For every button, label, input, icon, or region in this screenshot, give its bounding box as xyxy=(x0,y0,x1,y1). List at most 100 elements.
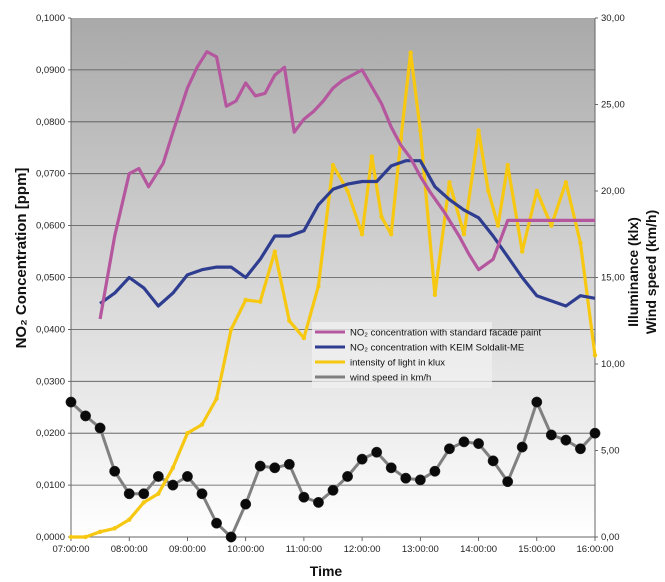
wind-point xyxy=(181,471,193,482)
right-tick-label: 0,00 xyxy=(601,532,620,543)
x-tick-label: 08:00:00 xyxy=(111,544,148,555)
light-point xyxy=(505,162,510,168)
series-line-2 xyxy=(71,50,597,539)
left-tick-label: 0,0400 xyxy=(36,324,65,335)
axes: 0,0000 0,0100 0,0200 0,0300 0,0400 0,0500 0,06… xyxy=(36,13,625,555)
light-point xyxy=(127,517,132,522)
wind-point xyxy=(211,517,223,529)
left-axis-title: NO₂ Concentration [ppm] xyxy=(13,168,30,349)
left-tick-label: 0,1000 xyxy=(36,13,65,24)
light-point xyxy=(330,162,336,168)
light-point xyxy=(199,422,205,427)
wind-point xyxy=(138,488,150,500)
legend-label: NO₂ concentration with KEIM Soldalit-ME xyxy=(350,343,524,354)
light-point xyxy=(520,249,525,254)
wind-point xyxy=(356,453,368,465)
x-tick-label: 16:00:00 xyxy=(577,544,614,555)
light-point xyxy=(272,249,277,254)
right-tick-label: 25,00 xyxy=(601,100,625,111)
x-tick-label: 15:00:00 xyxy=(518,544,555,555)
light-point xyxy=(495,223,501,228)
light-point xyxy=(97,529,103,535)
legend-label: NO₂ concentration with standard facade p… xyxy=(350,328,542,339)
right-tick-label: 5,00 xyxy=(601,446,620,457)
wind-point xyxy=(65,396,77,408)
wind-point xyxy=(371,446,383,458)
light-point xyxy=(316,283,321,289)
wind-point xyxy=(152,471,164,482)
x-tick-label: 07:00:00 xyxy=(53,544,90,555)
light-point xyxy=(476,128,481,133)
left-tick-label: 0,0500 xyxy=(36,273,65,284)
wind-point xyxy=(516,441,528,453)
light-point xyxy=(112,526,117,531)
left-tick-label: 0,0900 xyxy=(36,65,65,76)
wind-point xyxy=(502,476,514,488)
right-tick-label: 20,00 xyxy=(601,186,625,197)
light-point xyxy=(418,128,423,133)
light-point xyxy=(369,154,375,159)
x-tick-label: 12:00:00 xyxy=(344,544,381,555)
wind-point xyxy=(531,396,543,408)
legend-label: intensity of light in klux xyxy=(350,358,445,369)
light-point xyxy=(486,188,491,194)
x-tick-label: 13:00:00 xyxy=(402,544,439,555)
wind-point xyxy=(342,471,354,482)
wind-point xyxy=(560,434,572,446)
wind-point xyxy=(283,458,295,470)
light-point xyxy=(359,232,365,237)
light-point xyxy=(447,180,452,185)
wind-point xyxy=(254,460,266,472)
wind-point xyxy=(80,410,92,422)
right-tick-label: 15,00 xyxy=(601,273,625,284)
light-point xyxy=(228,327,234,332)
x-axis-title: Time xyxy=(310,563,343,579)
wind-point xyxy=(327,484,339,496)
series-layer xyxy=(65,50,601,543)
wind-point xyxy=(167,479,179,491)
wind-point xyxy=(94,422,106,434)
wind-point xyxy=(545,429,557,441)
wind-point xyxy=(487,455,499,467)
legend: NO₂ concentration with standard facade p… xyxy=(312,322,542,388)
wind-point xyxy=(385,462,397,474)
left-tick-label: 0,0300 xyxy=(36,376,65,387)
light-point xyxy=(389,232,394,237)
light-point xyxy=(534,188,539,194)
light-point xyxy=(185,431,190,436)
wind-point xyxy=(414,474,426,486)
right-axis-title-1: Illuminance (klx) xyxy=(625,217,641,327)
light-point xyxy=(68,534,74,540)
light-point xyxy=(549,223,554,228)
wind-point xyxy=(240,498,252,510)
wind-point xyxy=(473,438,485,450)
light-point xyxy=(461,232,467,237)
light-point xyxy=(408,50,413,55)
left-tick-label: 0,0700 xyxy=(36,169,65,180)
light-point xyxy=(83,534,88,540)
light-point xyxy=(563,180,569,185)
x-tick-label: 11:00:00 xyxy=(286,544,322,555)
left-tick-label: 0,0600 xyxy=(36,221,65,232)
wind-point xyxy=(589,427,601,439)
wind-point xyxy=(123,488,135,500)
left-tick-label: 0,0100 xyxy=(36,480,65,491)
light-point xyxy=(592,353,598,358)
legend-label: wind speed in km/h xyxy=(349,373,431,384)
wind-point xyxy=(458,436,470,448)
light-point xyxy=(258,299,263,304)
light-point xyxy=(141,500,146,505)
wind-point xyxy=(429,465,441,477)
wind-point xyxy=(196,488,208,500)
light-point xyxy=(432,292,438,297)
x-tick-label: 10:00:00 xyxy=(227,544,264,555)
right-axis-title-2: Wind speed (km/h) xyxy=(643,210,659,334)
left-tick-label: 0,0000 xyxy=(36,532,65,543)
wind-point xyxy=(574,443,586,455)
left-tick-label: 0,0800 xyxy=(36,117,65,128)
wind-point xyxy=(312,496,324,508)
right-tick-label: 10,00 xyxy=(601,359,625,370)
wind-point xyxy=(400,472,412,484)
series-line-0 xyxy=(98,50,595,320)
